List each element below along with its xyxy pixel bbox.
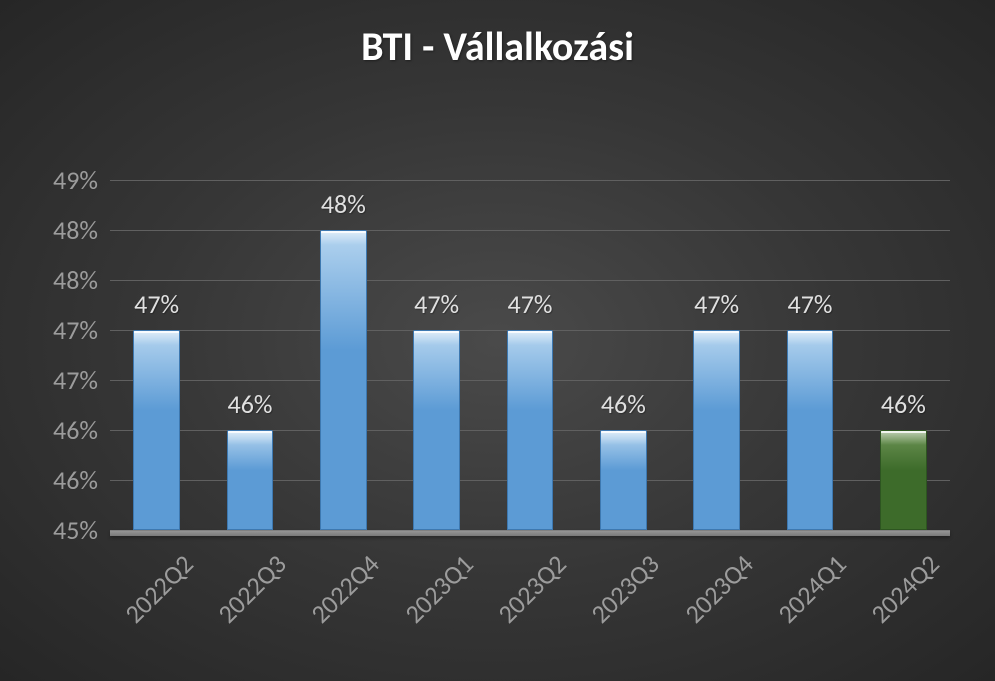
x-axis-label: 2024Q1 <box>759 548 852 641</box>
bar-highlight <box>880 430 927 530</box>
y-gridline <box>110 280 950 281</box>
data-label: 47% <box>508 288 553 320</box>
y-axis-label: 49% <box>53 164 98 196</box>
y-axis-label: 48% <box>53 264 98 296</box>
bar <box>787 330 834 530</box>
plot-area: 45%46%46%47%47%48%48%49%47%2022Q246%2022… <box>110 130 950 530</box>
bar <box>693 330 740 530</box>
x-axis-label: 2023Q1 <box>386 548 479 641</box>
x-axis-label: 2022Q3 <box>199 548 292 641</box>
bar <box>507 330 554 530</box>
x-axis-label: 2024Q2 <box>853 548 946 641</box>
y-axis-label: 47% <box>53 364 98 396</box>
data-label: 47% <box>694 288 739 320</box>
data-label: 47% <box>134 288 179 320</box>
y-axis-label: 46% <box>53 414 98 446</box>
y-gridline <box>110 230 950 231</box>
data-label: 47% <box>414 288 459 320</box>
data-label: 46% <box>601 388 646 420</box>
x-axis-label: 2023Q4 <box>666 548 759 641</box>
y-axis-label: 46% <box>53 464 98 496</box>
chart-title: BTI - Vállalkozási <box>0 22 995 71</box>
x-axis-label: 2022Q4 <box>293 548 386 641</box>
data-label: 48% <box>321 188 366 220</box>
bar <box>227 430 274 530</box>
x-axis-label: 2023Q3 <box>573 548 666 641</box>
x-axis-label: 2023Q2 <box>479 548 572 641</box>
x-axis-label: 2022Q2 <box>106 548 199 641</box>
y-axis-label: 45% <box>53 514 98 546</box>
data-label: 47% <box>788 288 833 320</box>
bar <box>600 430 647 530</box>
bar <box>133 330 180 530</box>
y-axis-label: 48% <box>53 214 98 246</box>
x-axis-line <box>110 530 950 531</box>
y-axis-label: 47% <box>53 314 98 346</box>
y-gridline <box>110 180 950 181</box>
bar <box>320 230 367 530</box>
data-label: 46% <box>228 388 273 420</box>
bti-bar-chart: BTI - Vállalkozási 45% 46% 46% 47% 47% 48% 48%… <box>0 0 995 681</box>
bar <box>413 330 460 530</box>
data-label: 46% <box>881 388 926 420</box>
